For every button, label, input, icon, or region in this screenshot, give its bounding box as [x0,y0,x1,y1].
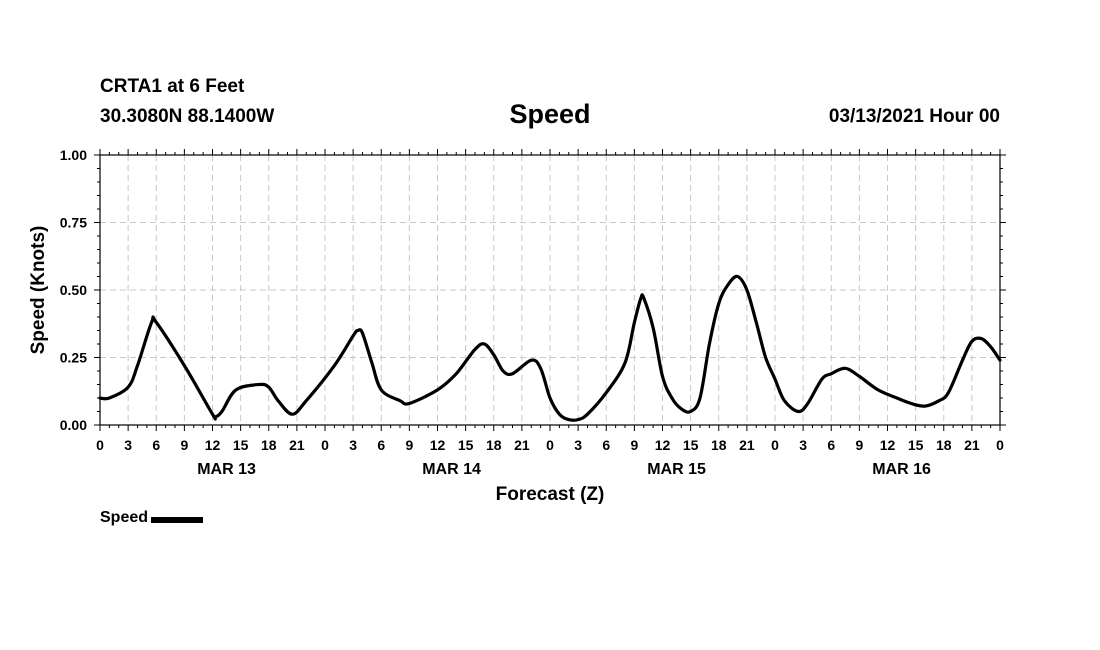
x-tick-label: 6 [602,437,610,453]
legend-label: Speed [100,509,149,526]
x-tick-label: 0 [996,437,1004,453]
day-label: MAR 13 [197,461,256,478]
x-tick-label: 18 [711,437,727,453]
x-tick-label: 18 [261,437,277,453]
x-tick-label: 12 [880,437,896,453]
axes [94,149,1006,431]
x-tick-label: 9 [180,437,188,453]
chart-title: Speed [509,99,591,129]
legend: Speed [100,509,204,527]
x-tick-label: 9 [630,437,638,453]
x-tick-label: 21 [514,437,530,453]
x-tick-label: 3 [124,437,132,453]
x-tick-label: 6 [152,437,160,453]
x-tick-label: 9 [405,437,413,453]
axis-labels: 0 3 6 9 12 15 18 21 0 3 6 9 12 15 18 21 0 3 6 9 12 15 18 21 0 3 6 9… [28,147,1004,505]
y-tick-label: 0.50 [60,282,87,298]
y-tick-label: 0.25 [60,350,87,366]
x-tick-label: 0 [771,437,779,453]
station-coordinates: 30.3080N 88.1400W [100,106,275,127]
x-tick-label: 12 [655,437,671,453]
x-tick-label: 15 [233,437,249,453]
x-tick-label: 3 [799,437,807,453]
x-tick-label: 6 [377,437,385,453]
x-tick-label: 18 [486,437,502,453]
x-tick-label: 3 [574,437,582,453]
x-tick-label: 21 [964,437,980,453]
x-tick-label: 15 [683,437,699,453]
y-tick-label: 1.00 [60,147,87,163]
run-datetime: 03/13/2021 Hour 00 [828,106,1000,127]
x-tick-label: 21 [289,437,305,453]
y-tick-label: 0.00 [60,417,87,433]
station-name: CRTA1 at 6 Feet [100,76,245,97]
x-tick-label: 12 [430,437,446,453]
series-line-speed [98,274,1002,422]
x-tick-label: 21 [739,437,755,453]
series-group [98,274,1002,422]
x-tick-label: 15 [458,437,474,453]
x-axis-title: Forecast (Z) [496,484,605,505]
x-tick-label: 6 [827,437,835,453]
x-tick-label: 0 [96,437,104,453]
x-tick-label: 0 [321,437,329,453]
day-label: MAR 14 [422,461,481,478]
x-tick-label: 12 [205,437,221,453]
day-label: MAR 15 [647,461,706,478]
x-tick-label: 3 [349,437,357,453]
x-tick-label: 15 [908,437,924,453]
x-tick-label: 18 [936,437,952,453]
y-tick-label: 0.75 [60,215,87,231]
grid-lines [100,155,1000,425]
y-axis-title: Speed (Knots) [28,226,49,355]
x-tick-label: 9 [855,437,863,453]
day-label: MAR 16 [872,461,931,478]
legend-line-swatch [151,517,204,523]
x-tick-label: 0 [546,437,554,453]
